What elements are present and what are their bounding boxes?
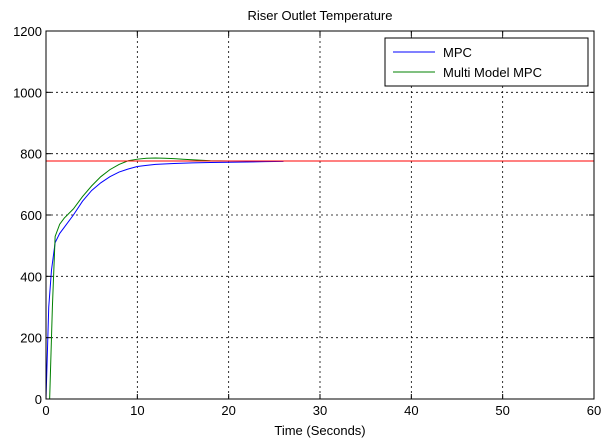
x-tick-label: 20 [221, 403, 235, 418]
x-tick-label: 10 [130, 403, 144, 418]
x-tick-label: 50 [495, 403, 509, 418]
y-tick-label: 1000 [13, 85, 42, 100]
series-line-multi-model-mpc [46, 157, 275, 400]
grid-layer [46, 31, 594, 399]
series-layer [45, 157, 594, 400]
legend: MPC Multi Model MPC [384, 37, 589, 87]
x-axis-label: Time (Seconds) [274, 423, 365, 438]
x-tick-label: 30 [313, 403, 327, 418]
y-tick-label: 800 [20, 147, 42, 162]
x-tick-label: 0 [42, 403, 49, 418]
series-line-mpc [45, 160, 284, 400]
y-tick-label: 400 [20, 269, 42, 284]
y-tick-label: 1200 [13, 24, 42, 39]
legend-label-multi-model-mpc: Multi Model MPC [443, 65, 542, 80]
x-tick-label: 40 [404, 403, 418, 418]
y-tick-label: 200 [20, 331, 42, 346]
legend-box [384, 37, 589, 87]
y-tick-label: 0 [35, 392, 42, 407]
y-tick-label: 600 [20, 208, 42, 223]
tick-layer [45, 30, 595, 400]
legend-label-mpc: MPC [443, 45, 472, 60]
chart-title: Riser Outlet Temperature [248, 8, 393, 23]
x-tick-label: 60 [587, 403, 601, 418]
